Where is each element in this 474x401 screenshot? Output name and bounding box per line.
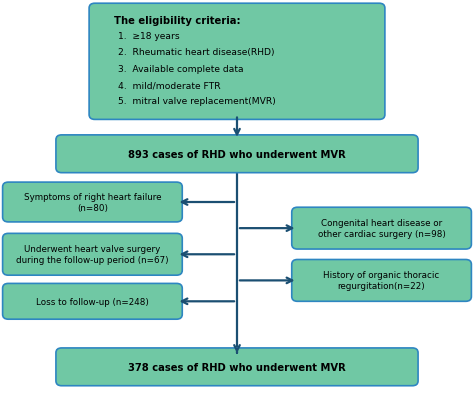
FancyBboxPatch shape [3, 284, 182, 319]
Text: 378 cases of RHD who underwent MVR: 378 cases of RHD who underwent MVR [128, 362, 346, 372]
Text: The eligibility criteria:: The eligibility criteria: [114, 16, 240, 26]
Text: Symptoms of right heart failure
(n=80): Symptoms of right heart failure (n=80) [24, 192, 161, 213]
FancyBboxPatch shape [292, 260, 471, 302]
Text: 893 cases of RHD who underwent MVR: 893 cases of RHD who underwent MVR [128, 150, 346, 159]
Text: 3.  Available complete data: 3. Available complete data [118, 64, 244, 73]
Text: 4.  mild/moderate FTR: 4. mild/moderate FTR [118, 81, 221, 90]
FancyBboxPatch shape [89, 4, 385, 120]
Text: 2.  Rheumatic heart disease(RHD): 2. Rheumatic heart disease(RHD) [118, 48, 275, 57]
FancyBboxPatch shape [292, 208, 471, 249]
FancyBboxPatch shape [56, 348, 418, 386]
Text: Underwent heart valve surgery
during the follow-up period (n=67): Underwent heart valve surgery during the… [16, 245, 169, 265]
FancyBboxPatch shape [56, 136, 418, 173]
Text: 5.  mitral valve replacement(MVR): 5. mitral valve replacement(MVR) [118, 97, 276, 106]
Text: Congenital heart disease or
other cardiac surgery (n=98): Congenital heart disease or other cardia… [318, 219, 446, 239]
Text: Loss to follow-up (n=248): Loss to follow-up (n=248) [36, 297, 149, 306]
Text: History of organic thoracic
regurgitation(n=22): History of organic thoracic regurgitatio… [323, 271, 440, 291]
FancyBboxPatch shape [3, 234, 182, 275]
FancyBboxPatch shape [3, 183, 182, 222]
Text: 1.  ≥18 years: 1. ≥18 years [118, 32, 180, 41]
